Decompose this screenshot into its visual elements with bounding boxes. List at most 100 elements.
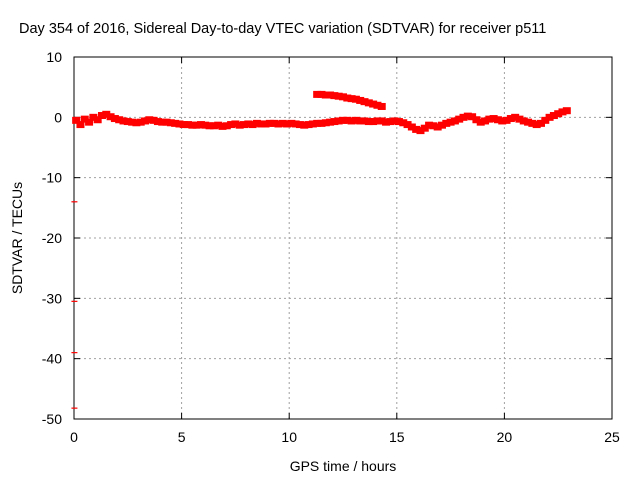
- data-point: [184, 121, 193, 129]
- data-point: [214, 121, 223, 129]
- data-point: [377, 117, 386, 125]
- data-point: [412, 125, 421, 133]
- data-point: [317, 90, 326, 98]
- data-point: [356, 96, 365, 104]
- data-point: [110, 115, 119, 123]
- data-point: [442, 119, 451, 127]
- data-point: [326, 91, 335, 99]
- data-point: [558, 108, 567, 116]
- data-point: [252, 119, 261, 127]
- axis-ticks: 0 5 10 15 20 25 10 0 -10 -20 -30 -40 -50: [42, 49, 620, 445]
- data-point: [437, 121, 446, 129]
- data-point: [93, 116, 102, 124]
- data-point: [291, 120, 300, 128]
- data-point: [227, 121, 236, 129]
- data-point: [468, 113, 477, 121]
- x-tick-label: 5: [178, 429, 186, 445]
- data-point: [97, 112, 106, 120]
- data-point: [519, 117, 528, 125]
- data-point: [201, 121, 210, 129]
- data-point: [123, 118, 132, 126]
- data-point: [377, 102, 386, 110]
- y-tick-label: -30: [42, 290, 62, 306]
- y-axis-label: SDTVAR / TECUs: [9, 182, 25, 294]
- data-point: [360, 117, 369, 125]
- data-point: [360, 98, 369, 106]
- data-point: [304, 121, 313, 129]
- data-point: [149, 116, 158, 124]
- y-tick-label: -10: [42, 170, 62, 186]
- data-point: [321, 119, 330, 127]
- chart-title: Day 354 of 2016, Sidereal Day-to-day VTE…: [19, 21, 546, 37]
- data-point: [334, 117, 343, 125]
- data-point: [166, 119, 175, 127]
- data-point: [455, 115, 464, 123]
- data-point: [532, 121, 541, 129]
- data-point: [541, 116, 550, 124]
- data-point: [295, 121, 304, 129]
- data-point: [536, 119, 545, 127]
- data-point: [136, 118, 145, 126]
- data-point: [446, 118, 455, 126]
- data-point: [429, 122, 438, 130]
- data-point: [326, 118, 335, 126]
- data-point: [278, 119, 287, 127]
- data-point: [196, 121, 205, 129]
- data-point: [106, 113, 115, 121]
- data-point: [433, 123, 442, 131]
- data-point: [334, 92, 343, 100]
- data-point: [265, 119, 274, 127]
- data-point: [476, 118, 485, 126]
- data-point: [141, 117, 150, 125]
- data-point: [287, 119, 296, 127]
- data-point: [270, 119, 279, 127]
- data-point: [175, 120, 184, 128]
- data-point: [347, 117, 356, 125]
- x-tick-label: 25: [604, 429, 620, 445]
- data-point: [485, 115, 494, 123]
- data-point: [351, 116, 360, 124]
- data-point: [205, 122, 214, 130]
- data-point: [416, 127, 425, 135]
- y-tick-label: 10: [46, 49, 62, 65]
- data-point: [72, 116, 81, 124]
- data-point: [192, 121, 201, 129]
- data-point: [498, 117, 507, 125]
- data-point: [425, 121, 434, 129]
- data-point: [459, 113, 468, 121]
- data-point: [330, 92, 339, 100]
- data-point: [119, 117, 128, 125]
- data-point: [481, 117, 490, 125]
- data-point: [171, 119, 180, 127]
- data-point: [300, 121, 309, 129]
- data-point: [179, 121, 188, 129]
- data-point: [162, 118, 171, 126]
- data-point: [188, 121, 197, 129]
- data-point: [85, 118, 94, 126]
- data-point: [330, 118, 339, 126]
- data-point: [339, 93, 347, 101]
- data-point: [257, 120, 266, 128]
- x-tick-label: 15: [389, 429, 405, 445]
- data-point: [351, 95, 360, 103]
- data-point: [313, 119, 322, 127]
- data-point: [407, 123, 416, 131]
- x-tick-label: 20: [497, 429, 513, 445]
- data-point: [554, 110, 563, 118]
- data-point: [364, 118, 373, 126]
- data-point: [261, 120, 270, 128]
- data-point: [472, 116, 481, 124]
- data-point: [524, 118, 533, 126]
- data-point: [89, 113, 98, 121]
- data-point: [222, 122, 231, 130]
- data-point: [562, 107, 571, 115]
- data-point: [343, 94, 352, 102]
- data-point: [528, 119, 537, 127]
- data-point: [274, 120, 283, 128]
- data-point: [321, 91, 330, 99]
- data-point: [373, 117, 382, 125]
- data-point: [390, 117, 399, 125]
- data-point: [80, 115, 89, 123]
- data-point: [102, 110, 111, 118]
